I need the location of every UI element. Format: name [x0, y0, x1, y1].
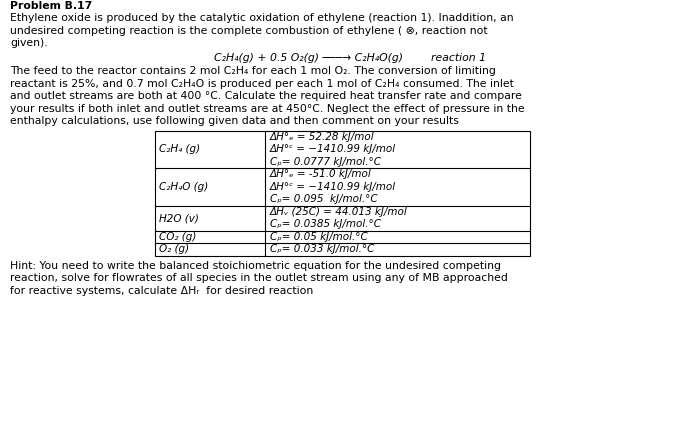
Text: C₂H₄(g) + 0.5 O₂(g) ───→ C₂H₄O(g)        reaction 1: C₂H₄(g) + 0.5 O₂(g) ───→ C₂H₄O(g) reacti…: [214, 52, 486, 63]
Text: H2O (v): H2O (v): [159, 213, 199, 223]
Text: ΔH°ₑ = -51.0 kJ/mol: ΔH°ₑ = -51.0 kJ/mol: [270, 169, 372, 179]
Text: Ethylene oxide is produced by the catalytic oxidation of ethylene (reaction 1). : Ethylene oxide is produced by the cataly…: [10, 13, 514, 23]
Text: given).: given).: [10, 38, 48, 48]
Text: Cₚ= 0.05 kJ/mol.°C: Cₚ= 0.05 kJ/mol.°C: [270, 232, 368, 242]
Text: C₂H₄O (g): C₂H₄O (g): [159, 182, 209, 192]
Text: O₂ (g): O₂ (g): [159, 244, 189, 254]
Text: Cₚ= 0.0777 kJ/mol.°C: Cₚ= 0.0777 kJ/mol.°C: [270, 157, 381, 167]
Text: your results if both inlet and outlet streams are at 450°C. Neglect the effect o: your results if both inlet and outlet st…: [10, 104, 524, 113]
Text: Cₚ= 0.095  kJ/mol.°C: Cₚ= 0.095 kJ/mol.°C: [270, 194, 377, 204]
Text: undesired competing reaction is the complete combustion of ethylene ( ⊗, reactio: undesired competing reaction is the comp…: [10, 25, 488, 36]
Text: Cₚ= 0.0385 kJ/mol.°C: Cₚ= 0.0385 kJ/mol.°C: [270, 219, 381, 229]
Text: ΔH°ᶜ = −1410.99 kJ/mol: ΔH°ᶜ = −1410.99 kJ/mol: [270, 182, 396, 192]
Text: ΔH°ₑ = 52.28 kJ/mol: ΔH°ₑ = 52.28 kJ/mol: [270, 132, 374, 142]
Text: and outlet streams are both at 400 °C. Calculate the required heat transfer rate: and outlet streams are both at 400 °C. C…: [10, 91, 522, 101]
Text: CO₂ (g): CO₂ (g): [159, 232, 197, 242]
Text: Problem B.17: Problem B.17: [10, 1, 92, 11]
Text: reaction, solve for flowrates of all species in the outlet stream using any of M: reaction, solve for flowrates of all spe…: [10, 273, 508, 283]
Text: for reactive systems, calculate ΔHᵣ  for desired reaction: for reactive systems, calculate ΔHᵣ for …: [10, 286, 314, 296]
Text: Cₚ= 0.033 kJ/mol.°C: Cₚ= 0.033 kJ/mol.°C: [270, 244, 374, 254]
Bar: [155, 131, 530, 255]
Text: reactant is 25%, and 0.7 mol C₂H₄O is produced per each 1 mol of C₂H₄ consumed. : reactant is 25%, and 0.7 mol C₂H₄O is pr…: [10, 79, 514, 88]
Text: The feed to the reactor contains 2 mol C₂H₄ for each 1 mol O₂. The conversion of: The feed to the reactor contains 2 mol C…: [10, 66, 496, 76]
Text: enthalpy calculations, use following given data and then comment on your results: enthalpy calculations, use following giv…: [10, 116, 459, 126]
Text: ΔHᵥ (25C) = 44.013 kJ/mol: ΔHᵥ (25C) = 44.013 kJ/mol: [270, 207, 407, 217]
Text: ΔH°ᶜ = −1410.99 kJ/mol: ΔH°ᶜ = −1410.99 kJ/mol: [270, 144, 396, 154]
Text: Hint: You need to write the balanced stoichiometric equation for the undesired c: Hint: You need to write the balanced sto…: [10, 261, 501, 270]
Text: C₂H₄ (g): C₂H₄ (g): [159, 144, 200, 154]
